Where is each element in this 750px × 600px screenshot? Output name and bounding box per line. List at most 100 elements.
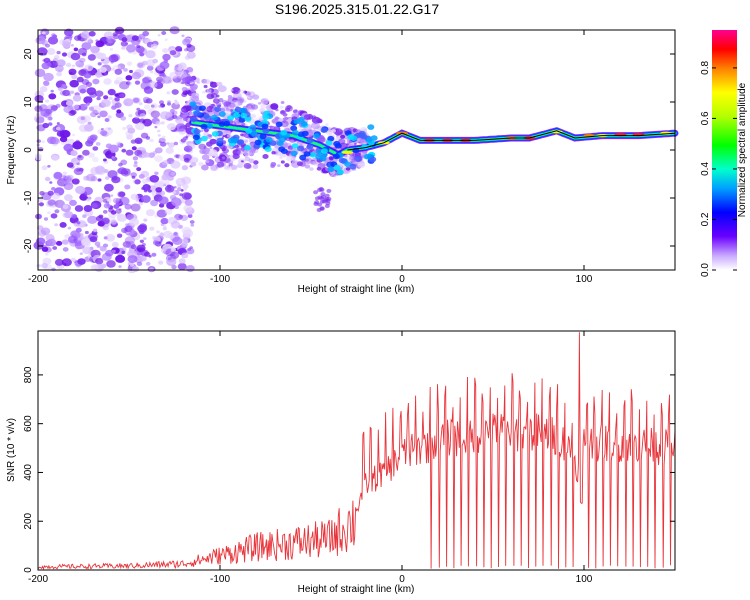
heatmap-cell [121,227,128,234]
heatmap-cell [54,223,59,227]
heatmap-cell [96,244,101,248]
heatmap-cell [186,44,196,53]
heatmap-cell [221,156,226,160]
heatmap-cell [259,133,267,140]
heatmap-cell [75,60,85,68]
heatmap-cell [119,196,130,206]
heatmap-cell [176,70,188,79]
heatmap-cell [46,48,56,55]
heatmap-cell [79,57,86,63]
heatmap-cell [243,149,253,156]
heatmap-cell [69,216,79,224]
heatmap-cell [223,120,231,127]
heatmap-hot-cell [341,150,354,154]
heatmap-cell [243,162,252,169]
heatmap-cell [134,161,138,165]
heatmap-cell [125,223,129,227]
heatmap-cell [184,199,193,206]
heatmap-cell [100,99,111,108]
heatmap-cell [114,68,123,75]
heatmap-cell [56,50,61,55]
heatmap-cell [111,105,117,110]
heatmap-cell [130,193,139,200]
heatmap-cell [34,95,44,103]
heatmap-cell [167,257,172,261]
heatmap-cell [150,104,155,108]
heatmap-cell [293,118,301,125]
heatmap-cell [108,54,119,63]
heatmap-cell [108,144,119,153]
heatmap-cell [160,247,170,254]
heatmap-cell [54,258,64,266]
heatmap-cell [215,158,221,162]
heatmap-cell [300,121,308,127]
heatmap-cell [136,44,141,49]
heatmap-cell [121,46,126,50]
heatmap-cell [51,154,59,161]
heatmap-cell [251,104,259,110]
heatmap-cell [103,236,108,240]
heatmap-cell [192,134,200,141]
heatmap-cell [77,47,88,56]
heatmap-cell [333,164,341,171]
heatmap-cell [174,101,180,105]
heatmap-cell [133,97,140,103]
heatmap-cell [64,194,73,202]
heatmap-cell [62,204,69,210]
heatmap-cell [59,222,67,228]
heatmap-cell [238,117,246,123]
heatmap-cell [332,153,340,160]
heatmap-cell [87,65,93,70]
heatmap-cell [130,203,141,212]
heatmap-cell [114,93,119,97]
heatmap-cell [131,175,136,179]
heatmap-cell [51,192,60,200]
heatmap-cell [200,135,208,142]
heatmap-cell [37,147,44,152]
heatmap-cell [106,204,110,207]
snr-x-ticks: -200 -100 0 100 [28,331,593,585]
heatmap-cell [86,87,97,95]
heatmap-cell [69,71,73,75]
snr-x-axis-title: Height of straight line (km) [298,584,415,595]
heatmap-cell [346,139,350,142]
heatmap-cell [208,149,218,157]
snr-x-tick-label: -100 [210,574,230,585]
heatmap-cell [138,102,143,106]
heatmap-cell [174,154,179,158]
heatmap-cell [304,164,311,169]
heatmap-cell [297,145,304,152]
heatmap-cell [174,63,183,71]
heatmap-cell [193,110,201,117]
spectrogram-y-tick-label: 0 [23,147,34,153]
spectrogram-y-axis-title: Frequency (Hz) [6,116,17,185]
heatmap-cell [159,100,164,105]
heatmap-cell [41,31,46,35]
heatmap-cell [139,113,146,119]
heatmap-cell [126,81,132,86]
heatmap-cell [172,114,178,119]
heatmap-cell [91,203,98,209]
heatmap-cell [227,115,235,121]
heatmap-cell [216,81,223,87]
heatmap-cell [166,91,171,95]
heatmap-cell [159,232,165,237]
snr-x-tick-label: -200 [28,574,48,585]
heatmap-cell [154,147,163,154]
heatmap-cell [148,81,158,89]
heatmap-cell [319,155,327,162]
snr-plot-area [38,331,675,570]
heatmap-cell [305,158,309,162]
heatmap-cell [152,58,159,64]
heatmap-cell [175,177,186,187]
heatmap-cell [34,68,46,78]
heatmap-cell [47,122,53,126]
heatmap-cell [178,214,184,219]
heatmap-cell [83,205,93,212]
heatmap-cell [218,111,226,117]
heatmap-cell [61,84,67,89]
heatmap-cell [41,262,48,269]
heatmap-cell [139,52,145,57]
heatmap-cell [221,147,226,152]
heatmap-cell [82,149,90,156]
